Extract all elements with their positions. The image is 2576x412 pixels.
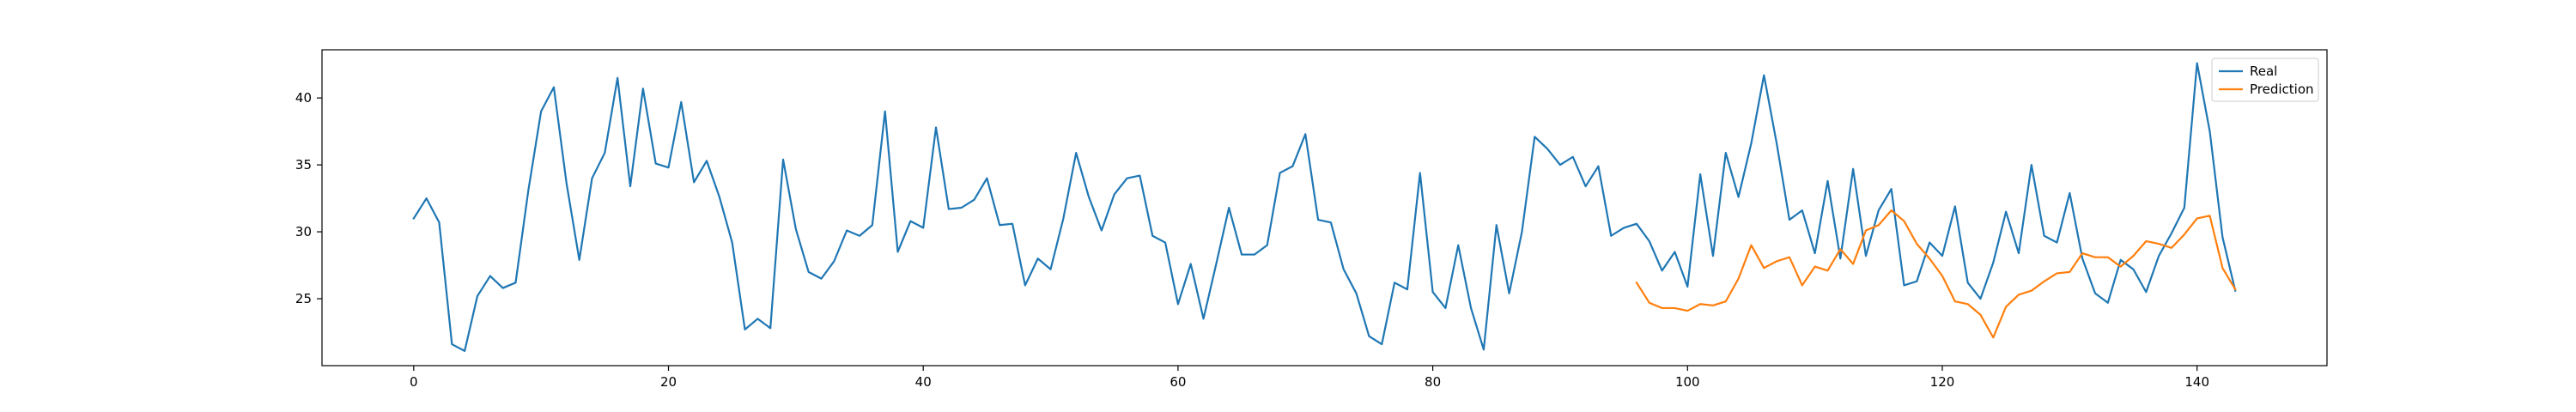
y-tick-label: 40 (295, 90, 312, 106)
plot-frame (321, 49, 2328, 367)
x-tick-label: 40 (915, 374, 932, 390)
x-tick-label: 60 (1170, 374, 1186, 390)
legend-label-real: Real (2250, 64, 2277, 79)
plot-area (322, 50, 2327, 366)
legend: Real Prediction (2211, 58, 2319, 102)
x-tick-label: 0 (410, 374, 418, 390)
series-lines (412, 62, 2237, 352)
y-tick-label: 35 (295, 157, 312, 173)
axis-ticks: 0 20 40 60 80 100 120 140 25 30 35 40 (295, 90, 2209, 390)
series-line-prediction (1635, 209, 2237, 339)
y-tick-label: 25 (295, 291, 312, 306)
x-tick-label: 100 (1675, 374, 1700, 390)
x-tick-label: 120 (1930, 374, 1955, 390)
series-line-real (412, 62, 2237, 352)
y-tick-label: 30 (295, 224, 312, 239)
x-tick-label: 20 (660, 374, 677, 390)
legend-label-prediction: Prediction (2250, 82, 2314, 97)
legend-box (2211, 58, 2319, 102)
x-tick-label: 80 (1425, 374, 1441, 390)
x-tick-label: 140 (2184, 374, 2209, 390)
